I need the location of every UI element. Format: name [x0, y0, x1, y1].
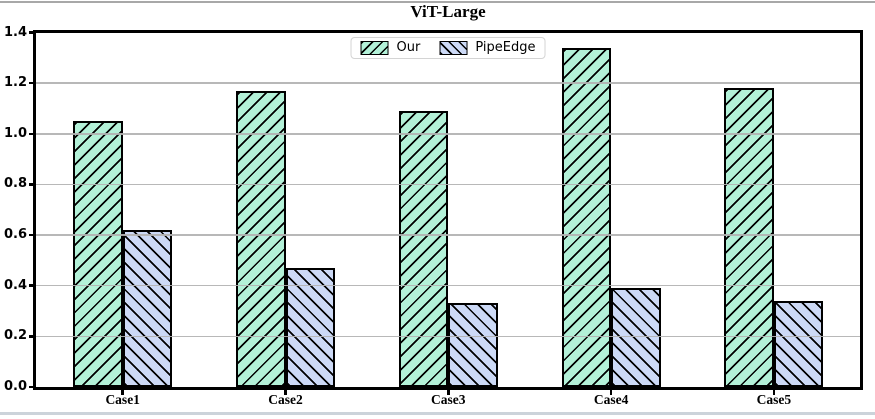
- legend-swatch-our-icon: [360, 40, 389, 55]
- bar-our-case2: [236, 90, 286, 387]
- gridline-0.6: [36, 234, 860, 236]
- x-tick-label-case3: Case3: [431, 392, 466, 407]
- y-tick-label-1.4: 1.4: [3, 24, 27, 40]
- x-axis-tick-case5: [772, 390, 776, 395]
- top-horizontal-rule: [0, 1, 875, 3]
- y-axis-tick-1.4: [29, 31, 34, 34]
- x-tick-label-case2: Case2: [268, 392, 303, 407]
- gridline-1.2: [36, 82, 860, 84]
- y-axis-tick-0.4: [29, 284, 34, 287]
- bar-our-case1: [73, 121, 123, 387]
- x-axis-tick-case1: [121, 390, 124, 395]
- legend-swatch-pipeedge-icon: [439, 40, 468, 55]
- gridline-0.4: [36, 284, 860, 287]
- bar-pipeedge-case5: [773, 300, 824, 387]
- legend-label-our: Our: [396, 39, 421, 55]
- legend-item-our: Our: [360, 39, 421, 55]
- bar-pipeedge-case4: [611, 288, 661, 387]
- legend-item-pipeedge: PipeEdge: [439, 39, 536, 55]
- x-tick-label-case1: Case1: [105, 392, 140, 407]
- y-axis-tick-1.2: [29, 81, 34, 85]
- x-axis-tick-case4: [609, 390, 613, 395]
- x-axis-tick-case3: [447, 390, 450, 395]
- plot-area: Our PipeEdge: [36, 32, 860, 387]
- y-tick-label-1.2: 1.2: [3, 75, 27, 91]
- legend: Our PipeEdge: [350, 36, 546, 59]
- y-axis-tick-0.8: [29, 183, 34, 186]
- y-axis-tick-0.2: [29, 335, 34, 338]
- bar-our-case4: [561, 47, 612, 387]
- y-tick-label-0.0: 0.0: [3, 379, 27, 394]
- gridline-1.0: [36, 133, 860, 135]
- bar-pipeedge-case2: [285, 267, 335, 387]
- bar-pipeedge-case3: [448, 303, 498, 387]
- y-tick-label-0.6: 0.6: [3, 227, 27, 243]
- y-tick-label-0.2: 0.2: [3, 328, 27, 344]
- gridline-0.8: [36, 183, 860, 186]
- x-axis-tick-case2: [284, 390, 287, 395]
- y-tick-label-1.0: 1.0: [3, 125, 27, 141]
- gridline-0.2: [36, 335, 860, 338]
- chart-title: ViT-Large: [410, 2, 486, 21]
- bar-our-case5: [724, 88, 774, 387]
- y-axis-tick-0.6: [29, 233, 34, 237]
- legend-label-pipeedge: PipeEdge: [475, 39, 536, 55]
- y-tick-label-0.8: 0.8: [3, 176, 27, 192]
- bar-our-case3: [398, 110, 449, 387]
- y-tick-label-0.4: 0.4: [3, 277, 27, 293]
- y-axis-tick-1.0: [29, 132, 34, 136]
- bar-pipeedge-case1: [122, 230, 173, 387]
- y-axis-tick-0.0: [29, 385, 34, 389]
- bottom-horizontal-rule: [0, 411, 875, 415]
- x-tick-label-case5: Case5: [756, 392, 792, 407]
- x-tick-label-case4: Case4: [593, 392, 629, 407]
